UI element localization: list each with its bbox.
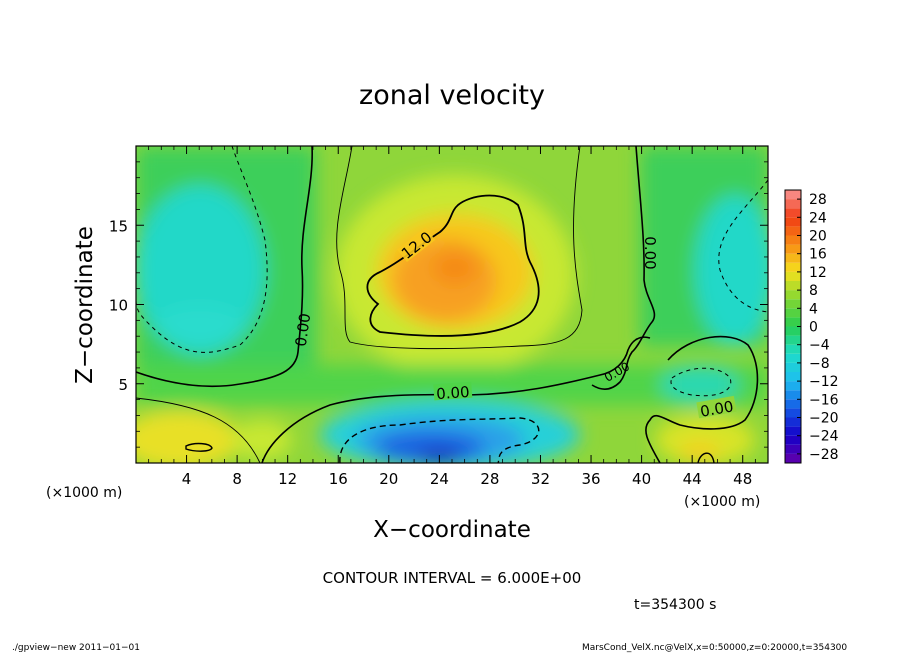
colorbar: −28 −24 −20 −16 −12 −8 −4 0 4 8 12 16 20 24 28 <box>784 189 839 464</box>
footer-left: ./gpview−new 2011−01−01 <box>12 643 140 653</box>
x-tick-label: 24 <box>430 470 449 488</box>
contour-label: 0.00 <box>436 383 471 403</box>
colorbar-tick-label: 24 <box>809 210 827 226</box>
colorbar-swatch <box>785 317 801 327</box>
contour-line-6-lower <box>136 397 261 463</box>
y-tick-label: 15 <box>109 217 128 235</box>
x-axis-unit-left: (×1000 m) <box>46 485 122 501</box>
colorbar-tick-label: 20 <box>809 229 827 245</box>
colorbar-swatch <box>785 435 801 445</box>
colorbar-tick-label: 16 <box>809 247 827 263</box>
contour-line-zero-left <box>136 146 313 388</box>
colorbar-tick-label: −16 <box>809 392 839 408</box>
colorbar-tick-label: 8 <box>809 283 818 299</box>
contour-line-zero-right <box>591 146 656 390</box>
colorbar-swatch <box>785 381 801 391</box>
colorbar-swatch <box>785 217 801 227</box>
colorbar-swatch <box>785 353 801 363</box>
y-tick-label: 5 <box>118 376 128 394</box>
contour-line-neg6 <box>339 417 540 463</box>
colorbar-swatch <box>785 362 801 372</box>
y-tick-label: 10 <box>109 297 128 315</box>
colorbar-swatch <box>785 444 801 454</box>
colorbar-swatch <box>785 426 801 436</box>
x-axis-unit-right: (×1000 m) <box>684 494 760 510</box>
colorbar-swatch <box>785 299 801 309</box>
plot-area <box>136 146 768 463</box>
contour-label: 0.00 <box>292 312 314 348</box>
colorbar-swatch <box>785 335 801 345</box>
colorbar-swatch <box>785 190 801 200</box>
x-tick-label: 20 <box>379 470 398 488</box>
x-tick-label: 4 <box>182 470 192 488</box>
x-tick-label: 16 <box>329 470 348 488</box>
contour-line-neg6-right <box>718 179 768 313</box>
colorbar-tick-label: −28 <box>809 447 839 463</box>
colorbar-swatch <box>785 208 801 218</box>
colorbar-swatch <box>785 326 801 336</box>
velocity-field <box>136 146 768 463</box>
colorbar-swatch <box>785 253 801 263</box>
x-tick-label: 44 <box>683 470 702 488</box>
footer-right: MarsCond_VelX.nc@VelX,x=0:50000,z=0:2000… <box>582 643 847 653</box>
contour-line-neg6-eddy <box>670 367 732 397</box>
contour-line-6-corner <box>697 452 715 463</box>
x-tick-label: 28 <box>480 470 499 488</box>
contour-line-6 <box>336 146 583 350</box>
colorbar-swatch <box>785 308 801 318</box>
contour-label: 0.00 <box>699 397 735 421</box>
colorbar-swatch <box>785 235 801 245</box>
colorbar-tick-label: −12 <box>809 374 839 390</box>
colorbar-tick-label: −20 <box>809 411 839 427</box>
colorbar-swatch <box>785 271 801 281</box>
x-axis-label: X−coordinate <box>373 517 531 543</box>
contour-interval-text: CONTOUR INTERVAL = 6.000E+00 <box>323 569 582 587</box>
x-tick-label: 32 <box>531 470 550 488</box>
colorbar-swatch <box>785 372 801 382</box>
colorbar-tick-label: −4 <box>809 338 830 354</box>
contour-label: 0.00 <box>641 236 659 269</box>
colorbar-swatch <box>785 390 801 400</box>
colorbar-swatch <box>785 453 801 463</box>
contour-line-zero-eddy <box>645 335 759 463</box>
colorbar-swatch <box>785 199 801 209</box>
colorbar-swatch <box>785 262 801 272</box>
chart-title: zonal velocity <box>359 80 545 111</box>
x-axis-ticks: 4 8 12 16 20 24 28 32 36 40 44 48 <box>148 146 756 488</box>
colorbar-swatch <box>785 244 801 254</box>
x-tick-label: 12 <box>278 470 297 488</box>
y-axis-ticks: 5 10 15 <box>109 161 768 448</box>
colorbar-tick-label: 4 <box>809 301 818 317</box>
colorbar-swatch <box>785 290 801 300</box>
x-tick-label: 40 <box>632 470 651 488</box>
colorbar-swatch <box>785 344 801 354</box>
colorbar-tick-label: 28 <box>809 192 827 208</box>
colorbar-tick-label: −8 <box>809 356 830 372</box>
colorbar-swatch <box>785 417 801 427</box>
x-tick-label: 48 <box>733 470 752 488</box>
colorbar-tick-label: 12 <box>809 265 827 281</box>
colorbar-swatch <box>785 281 801 291</box>
y-axis-label: Z−coordinate <box>72 226 98 384</box>
colorbar-tick-label: −24 <box>809 429 839 445</box>
contour-line-zero-lower <box>261 336 651 463</box>
contour-line-neg6-left <box>136 146 268 353</box>
colorbar-swatch <box>785 399 801 409</box>
colorbar-swatch <box>785 408 801 418</box>
colorbar-swatch <box>785 226 801 236</box>
contour-line-6-small <box>185 442 213 452</box>
contour-lines <box>136 146 768 463</box>
colorbar-tick-label: 0 <box>809 320 818 336</box>
time-text: t=354300 s <box>634 597 716 613</box>
x-tick-label: 36 <box>581 470 600 488</box>
x-tick-label: 8 <box>232 470 242 488</box>
